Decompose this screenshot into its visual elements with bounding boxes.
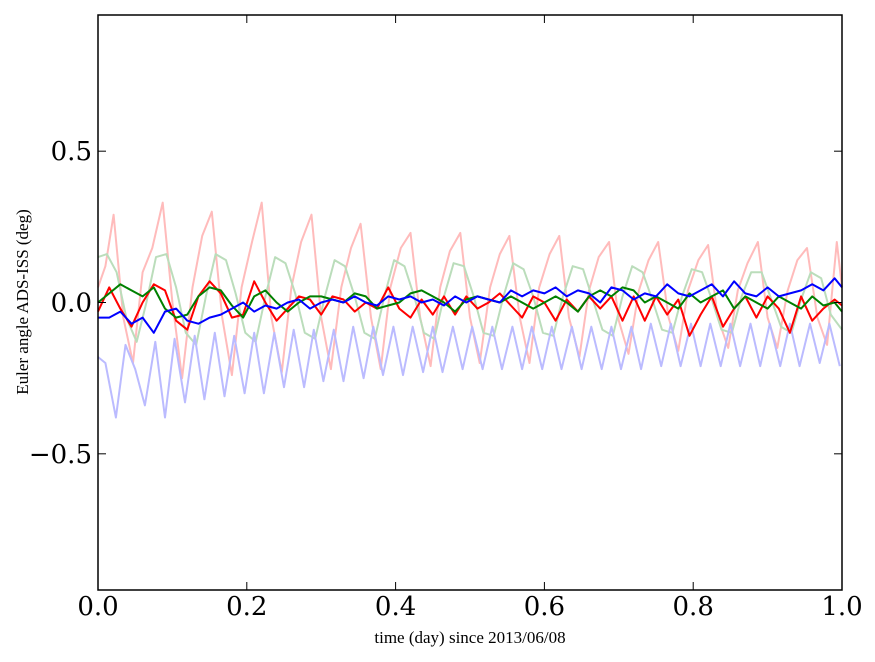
y-tick-label: 0.0: [51, 289, 92, 319]
series-line-6: [98, 277, 843, 334]
x-tick-label: 0.4: [375, 592, 416, 622]
x-tick-label: 0.2: [226, 592, 267, 622]
x-tick-label: 1.0: [821, 592, 862, 622]
series-line-4: [97, 280, 843, 337]
x-tick-label: 0.0: [77, 592, 118, 622]
tick-layer: 0.0 0.2 0.4 0.6 0.8 1.0 −0.5 0.0 0.5: [29, 15, 863, 622]
y-tick-label: 0.5: [51, 137, 92, 167]
x-tick-label: 0.8: [673, 592, 714, 622]
series-line-5: [97, 283, 843, 319]
series-line-3: [97, 322, 841, 419]
x-axis-label: time (day) since 2013/06/08: [374, 628, 565, 647]
y-axis-label: Euler angle ADS-ISS (deg): [13, 209, 32, 395]
series-line-2: [97, 253, 843, 346]
y-tick-label: −0.5: [29, 440, 92, 470]
x-tick-label: 0.6: [524, 592, 565, 622]
series-layer: [97, 201, 843, 419]
